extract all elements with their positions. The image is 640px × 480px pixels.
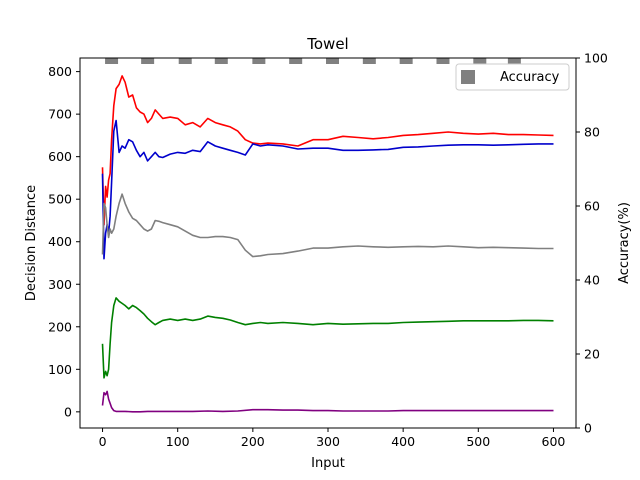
y2-tick-label-60: 60	[584, 199, 600, 214]
x-axis-ticks: 0 100 200 300 400 500 600	[99, 428, 566, 449]
series-lines	[101, 75, 554, 413]
y2-tick-label-80: 80	[584, 125, 600, 140]
y2-tick-label-100: 100	[584, 51, 608, 66]
y-tick-label-400: 400	[48, 234, 72, 249]
accuracy-bar-6	[326, 58, 340, 64]
series-line-2	[101, 193, 554, 258]
y-tick-label-100: 100	[48, 362, 72, 377]
series-line-3	[101, 297, 554, 379]
accuracy-bar-0	[105, 58, 119, 64]
x-tick-label-400: 400	[391, 434, 415, 449]
x-tick-label-200: 200	[241, 434, 265, 449]
y-tick-label-700: 700	[48, 107, 72, 122]
accuracy-bar-1	[141, 58, 155, 64]
y-axis-ticks: 0 100 200 300 400 500 600 700 800	[48, 64, 80, 419]
chart-title: Towel	[306, 35, 348, 53]
y-tick-label-500: 500	[48, 192, 72, 207]
y-tick-label-300: 300	[48, 277, 72, 292]
accuracy-bar-4	[252, 58, 266, 64]
y-tick-label-0: 0	[64, 404, 72, 419]
accuracy-bars	[105, 58, 521, 64]
accuracy-bar-10	[473, 58, 487, 64]
y2-axis-ticks: 0 20 40 60 80 100	[576, 51, 608, 436]
y-tick-label-800: 800	[48, 64, 72, 79]
x-tick-label-100: 100	[166, 434, 190, 449]
y-tick-label-600: 600	[48, 149, 72, 164]
x-tick-label-0: 0	[99, 434, 107, 449]
x-tick-label-500: 500	[466, 434, 490, 449]
y2-tick-label-0: 0	[584, 421, 592, 436]
legend: Accuracy	[455, 63, 570, 91]
accuracy-bar-7	[362, 58, 376, 64]
legend-label-accuracy: Accuracy	[500, 70, 560, 85]
legend-box	[455, 63, 570, 91]
accuracy-bar-11	[507, 58, 521, 64]
accuracy-bar-8	[399, 58, 413, 64]
x-tick-label-300: 300	[316, 434, 340, 449]
accuracy-bar-3	[214, 58, 228, 64]
y2-tick-label-20: 20	[584, 347, 600, 362]
y-tick-label-200: 200	[48, 319, 72, 334]
x-axis-title: Input	[311, 456, 345, 471]
accuracy-bar-5	[289, 58, 303, 64]
series-line-1	[101, 119, 554, 260]
y2-axis-title: Accuracy(%)	[617, 202, 632, 284]
series-line-4	[101, 390, 554, 413]
series-line-0	[101, 75, 554, 226]
y2-tick-label-40: 40	[584, 273, 600, 288]
accuracy-bar-9	[436, 58, 450, 64]
y-axis-title: Decision Distance	[24, 185, 39, 301]
x-tick-label-600: 600	[542, 434, 566, 449]
accuracy-bar-2	[178, 58, 192, 64]
legend-swatch-accuracy	[461, 70, 475, 84]
